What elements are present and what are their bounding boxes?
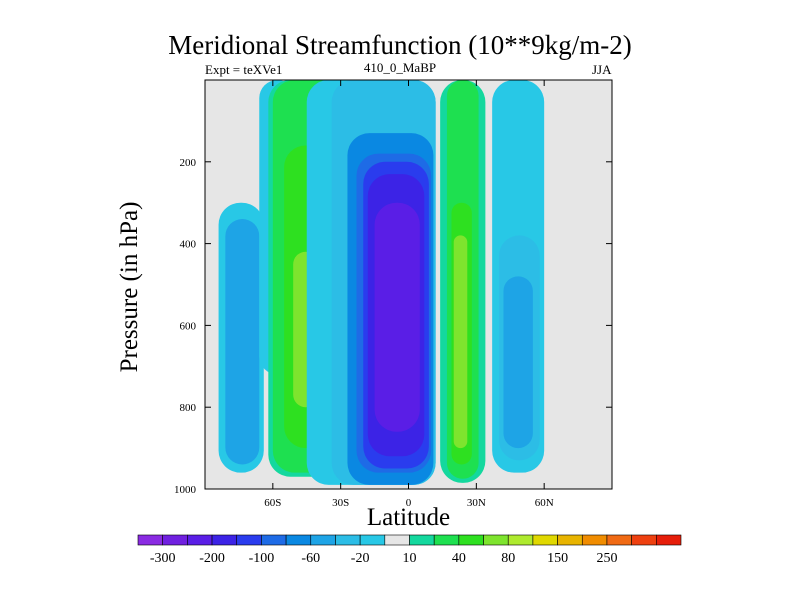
colorbar-swatch — [137, 534, 163, 546]
colorbar-label: 10 — [403, 551, 417, 566]
colorbar-swatch — [483, 534, 509, 546]
x-tick-label: 30N — [467, 497, 486, 509]
contour-field — [218, 80, 545, 485]
colorbar-swatch — [433, 534, 460, 546]
chart-title: Meridional Streamfunction (10**9kg/m-2) — [168, 30, 632, 60]
x-axis-label: Latitude — [366, 504, 451, 531]
y-tick-label: 200 — [180, 157, 197, 169]
colorbar-swatch — [211, 534, 238, 546]
colorbar-swatch — [236, 534, 262, 546]
colorbar-swatch — [606, 534, 632, 546]
colorbar-label: -200 — [199, 551, 225, 566]
colorbar-swatch — [581, 534, 608, 546]
colorbar-label: 250 — [596, 551, 617, 566]
y-tick-label: 1000 — [174, 484, 197, 496]
colorbar-label: 150 — [547, 551, 568, 566]
colorbar: -300 -200 -100 -60 -20 10 40 80 150 250 — [137, 534, 682, 566]
colorbar-swatch — [335, 534, 361, 546]
y-tick-label: 600 — [180, 320, 197, 332]
x-tick-label: 60S — [264, 497, 281, 509]
period-label: 410_0_MaBP — [363, 60, 437, 75]
colorbar-swatch — [384, 534, 410, 546]
colorbar-swatch — [507, 534, 534, 546]
colorbar-swatch — [458, 534, 484, 546]
colorbar-swatch — [557, 534, 583, 546]
colorbar-label: -60 — [301, 551, 320, 566]
x-tick-label: 60N — [535, 497, 554, 509]
contour-north-pos-80 — [453, 235, 468, 449]
season-label: JJA — [592, 62, 612, 77]
colorbar-swatch — [532, 534, 558, 546]
colorbar-label: 80 — [501, 551, 515, 566]
contour-eq-core — [374, 202, 420, 432]
colorbar-swatch — [409, 534, 435, 546]
colorbar-swatch — [310, 534, 336, 546]
colorbar-label: -20 — [351, 551, 370, 566]
contour-far-south-blue — [225, 219, 260, 465]
y-tick-label: 800 — [180, 402, 197, 414]
colorbar-swatch — [285, 534, 312, 546]
colorbar-swatch — [187, 534, 213, 546]
colorbar-swatch — [162, 534, 188, 546]
colorbar-swatch — [631, 534, 657, 546]
colorbar-label: -100 — [249, 551, 275, 566]
contour-north-neg-mid — [503, 276, 533, 449]
colorbar-label: -300 — [150, 551, 176, 566]
y-tick-label: 400 — [180, 239, 197, 251]
colorbar-label: 40 — [452, 551, 466, 566]
colorbar-swatch — [656, 534, 682, 546]
experiment-label: Expt = teXVe1 — [205, 62, 283, 77]
colorbar-swatch — [261, 534, 287, 546]
colorbar-swatch — [359, 534, 386, 546]
x-tick-label: 0 — [406, 497, 412, 509]
x-tick-label: 30S — [332, 497, 349, 509]
x-axis: 60S 30S 0 30N 60N — [264, 80, 554, 509]
y-axis: 200 400 600 800 1000 — [174, 157, 612, 496]
